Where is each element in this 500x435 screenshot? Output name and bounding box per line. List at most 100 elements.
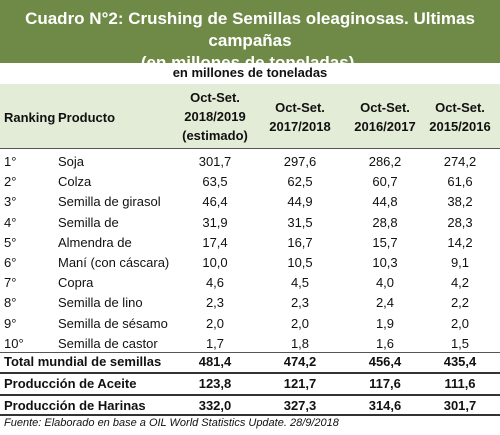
product-cell: Almendra de [58,234,132,250]
rank-cell: 6° [4,255,17,270]
value-cell: 44,8 [372,194,398,210]
table-row: 5° Almendra de 17,4 16,7 15,7 14,2 [0,233,500,253]
value-cell: 2,0 [290,315,310,331]
total-label: Producción de Aceite [4,376,137,391]
total-value-cell: 117,6 [369,376,401,391]
rank-cell: 8° [4,295,17,311]
row-divider [0,414,500,416]
header-col-2017-2018: Oct-Set. 2017/2018 [269,100,331,134]
rank-cell: 1° [4,154,17,169]
header-ranking: Ranking [4,110,56,125]
table-row: 6° Maní (con cáscara) 10,0 10,5 10,3 9,1 [0,253,500,273]
value-cell: 38,2 [447,194,473,210]
total-value-cell: 301,7 [443,398,477,413]
row-divider [0,352,500,353]
row-divider [0,372,500,374]
table-row: 2° Colza 63,5 62,5 60,7 61,6 [0,172,500,192]
rank-cell: 3° [4,194,17,210]
value-cell: 44,9 [287,194,313,210]
value-cell: 1,9 [375,315,395,331]
header-col-2018-2019: Oct-Set. 2018/2019 (estimado) [182,90,248,143]
header-divider [0,148,500,149]
rank-cell: 7° [4,275,17,291]
rank-cell: 10° [4,335,24,351]
product-cell: Maní (con cáscara) [58,255,170,270]
header-col-2016-2017: Oct-Set. 2016/2017 [354,100,416,134]
total-value-cell: 474,2 [283,354,317,369]
product-cell: Copra [58,275,94,291]
total-label: Producción de Harinas [4,398,146,413]
value-cell: 1,8 [290,335,310,351]
value-cell: 4,5 [290,275,310,291]
value-cell: 10,3 [372,255,398,270]
value-cell: 10,0 [202,255,228,270]
product-cell: Semilla de castor [58,335,158,351]
value-cell: 297,6 [283,154,317,169]
row-divider [0,394,500,396]
header-producto: Producto [58,110,116,125]
table-row: 10° Semilla de castor 1,7 1,8 1,6 1,5 [0,334,500,354]
value-cell: 28,8 [372,214,398,230]
total-value-cell: 123,8 [198,376,232,391]
value-cell: 2,0 [450,315,470,331]
total-value-cell: 332,0 [198,398,232,413]
value-cell: 4,0 [375,275,395,291]
value-cell: 9,1 [450,255,470,270]
rank-cell: 4° [4,214,17,230]
product-cell: Colza [58,174,92,190]
value-cell: 61,6 [447,174,473,190]
table-header: Ranking Producto Oct-Set. 2018/2019 (est… [0,84,500,148]
total-value-cell: 435,4 [443,354,477,369]
value-cell: 1,6 [375,335,395,351]
rank-cell: 2° [4,174,17,190]
table-row: 8° Semilla de lino 2,3 2,3 2,4 2,2 [0,293,500,313]
total-value-cell: 121,7 [283,376,317,391]
total-row: Producción de Aceite 123,8 121,7 117,6 111,6 [0,374,500,394]
total-row: Producción de Harinas 332,0 327,3 314,6 301,… [0,396,500,416]
total-label: Total mundial de semillas [4,354,162,369]
title-line-2: (en millones de toneladas). [140,53,360,72]
value-cell: 62,5 [287,174,313,190]
value-cell: 16,7 [287,234,313,250]
value-cell: 4,2 [450,275,470,291]
value-cell: 2,3 [205,295,225,311]
value-cell: 2,3 [290,295,310,311]
value-cell: 286,2 [368,154,402,169]
value-cell: 1,5 [450,335,470,351]
value-cell: 10,5 [287,255,313,270]
table-row: 1° Soja 301,7 297,6 286,2 274,2 [0,152,500,172]
value-cell: 14,2 [447,234,473,250]
total-value-cell: 481,4 [198,354,232,369]
value-cell: 31,5 [287,214,313,230]
value-cell: 63,5 [202,174,228,190]
product-cell: Semilla de girasol [58,194,161,210]
rank-cell: 5° [4,234,17,250]
total-row: Total mundial de semillas 481,4 474,2 456,4… [0,352,500,372]
product-cell: Semilla de sésamo [58,315,168,331]
table-title: Cuadro N°2: Crushing de Semillas oleagin… [0,0,500,72]
units-subtitle: en millones de toneladas [172,65,328,80]
value-cell: 60,7 [372,174,398,190]
product-cell: Soja [58,154,85,169]
product-cell: Semilla de [58,214,119,230]
table-row: 7° Copra 4,6 4,5 4,0 4,2 [0,273,500,293]
source-note: Fuente: Elaborado en base a OIL World St… [4,417,339,429]
value-cell: 15,7 [372,234,398,250]
value-cell: 2,2 [450,295,470,311]
value-cell: 46,4 [202,194,228,210]
value-cell: 31,9 [202,214,228,230]
value-cell: 1,7 [205,335,225,351]
table-row: 4° Semilla de 31,9 31,5 28,8 28,3 [0,213,500,233]
table-row: 3° Semilla de girasol 46,4 44,9 44,8 38,2 [0,192,500,212]
value-cell: 4,6 [205,275,225,291]
value-cell: 28,3 [447,214,473,230]
header-col-2015-2016: Oct-Set. 2015/2016 [429,100,491,134]
title-line-1: Cuadro N°2: Crushing de Semillas oleagin… [25,9,475,50]
product-cell: Semilla de lino [58,295,143,311]
table-row: 9° Semilla de sésamo 2,0 2,0 1,9 2,0 [0,314,500,334]
total-value-cell: 327,3 [283,398,317,413]
value-cell: 17,4 [202,234,228,250]
value-cell: 2,0 [205,315,225,331]
rank-cell: 9° [4,315,17,331]
value-cell: 2,4 [375,295,395,311]
